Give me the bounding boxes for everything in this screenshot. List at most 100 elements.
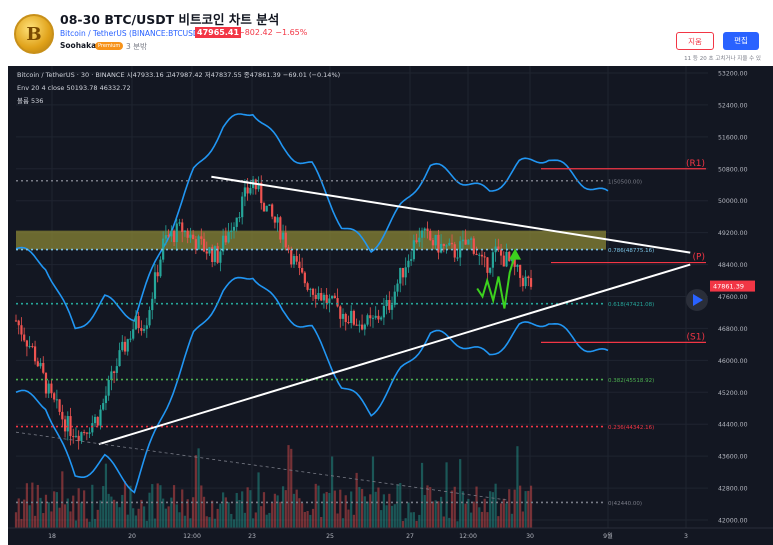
candle-body [344, 313, 347, 323]
candle-body [306, 283, 309, 290]
candle-body [328, 298, 331, 304]
edit-button[interactable]: 편집 [723, 32, 759, 50]
candle-body [183, 230, 187, 233]
volume-bar [352, 514, 356, 528]
candle-body [388, 300, 391, 310]
replay-button[interactable] [686, 289, 708, 311]
volume-bar [489, 491, 492, 528]
volume-bar [287, 445, 290, 528]
candle-body [480, 254, 484, 257]
volume-bar [194, 455, 197, 528]
edit-note: 11 등 20 초 고치거나 지울 수 있 [684, 56, 761, 62]
candle-body [123, 341, 127, 352]
y-tick-label: 46000.00 [718, 358, 748, 365]
volume-bar [355, 472, 358, 528]
volume-bar [80, 502, 83, 528]
volume-bar [290, 448, 293, 528]
y-tick-label: 48400.00 [718, 262, 748, 269]
price-axis[interactable]: 53200.00 52400.00 51600.00 50800.00 50000.00… [708, 66, 773, 545]
fib-level-label: 0.786(48775.16) [608, 248, 654, 254]
volume-bar [110, 496, 113, 528]
candle-body [271, 204, 274, 217]
volume-bar [393, 504, 396, 528]
x-tick-label: 3 [684, 533, 688, 540]
sr-label: (S1) [687, 332, 705, 342]
volume-bar [524, 491, 527, 528]
candle-body [175, 223, 178, 243]
candle-body [74, 435, 78, 437]
volume-bar [69, 511, 72, 528]
candle-body [527, 276, 530, 279]
volume-bar [28, 505, 31, 528]
volume-bar [519, 485, 522, 528]
candle-body [396, 283, 399, 292]
author-name[interactable]: Soohakant [60, 41, 106, 50]
candle-body [31, 346, 34, 348]
candle-body [448, 242, 451, 246]
candle-body [219, 251, 222, 263]
candle-body [91, 423, 94, 433]
candle-body [121, 341, 124, 351]
candle-body [17, 320, 20, 326]
candle-body [331, 295, 334, 299]
candle-body [77, 435, 80, 441]
time-axis[interactable]: 18 20 12:00 23 25 27 12:00 30 9월 3 [8, 527, 773, 545]
volume-bar [31, 482, 34, 528]
volume-bar [309, 514, 312, 528]
volume-bar [273, 493, 276, 528]
volume-bar [126, 514, 129, 528]
volume-bar [123, 481, 127, 528]
candle-body [104, 395, 108, 404]
volume-bar [96, 509, 99, 528]
candle-body [320, 292, 323, 301]
candle-body [499, 249, 503, 256]
volume-bar [107, 493, 110, 528]
volume-bar [475, 486, 478, 528]
candle-body [450, 242, 454, 245]
volume-bar [145, 520, 148, 528]
candle-body [20, 325, 23, 335]
volume-bar [224, 497, 227, 528]
candle-body [456, 257, 459, 259]
candle-body [418, 237, 421, 243]
candle-body [508, 251, 511, 262]
candle-body [333, 295, 336, 299]
candle-body [363, 324, 366, 330]
volume-bar [262, 492, 266, 528]
candle-body [366, 315, 369, 325]
volume-bar [502, 498, 505, 528]
candle-body [445, 245, 448, 247]
candle-body [276, 217, 279, 223]
volume-bar [202, 496, 206, 528]
volume-bar [151, 484, 154, 528]
candle-body [486, 257, 489, 273]
report-button[interactable]: 지움 [676, 32, 714, 50]
volume-bar [140, 499, 143, 528]
candle-body [407, 260, 410, 268]
volume-bar [216, 508, 219, 528]
current-price-tag: 47965.41 [195, 27, 242, 38]
candle-body [39, 362, 42, 367]
volume-bar [134, 515, 138, 528]
volume-bar [369, 494, 372, 528]
envelope-indicator [15, 113, 609, 494]
price-chart[interactable]: 1(50500.00) 0.786(48775.16) 0.618(47421.08… [8, 66, 773, 545]
volume-bar [434, 500, 437, 528]
envelope-upper-line [15, 113, 609, 330]
candle-body [132, 329, 135, 339]
volume-bar [192, 497, 195, 528]
candle-body [96, 416, 99, 426]
candle-body [412, 240, 415, 260]
volume-bar [516, 446, 519, 528]
candle-body [301, 267, 304, 273]
candle-body [393, 291, 396, 305]
volume-bar [491, 492, 494, 528]
y-tick-label: 50000.00 [718, 198, 748, 205]
candle-body [115, 366, 118, 373]
volume-bar [104, 463, 108, 528]
symbol-link[interactable]: Bitcoin / TetherUS (BINANCE:BTCUSDT) [60, 29, 207, 38]
candle-body [309, 288, 312, 290]
candle-body [472, 238, 475, 254]
candle-body [426, 228, 429, 232]
candle-body [118, 350, 121, 367]
